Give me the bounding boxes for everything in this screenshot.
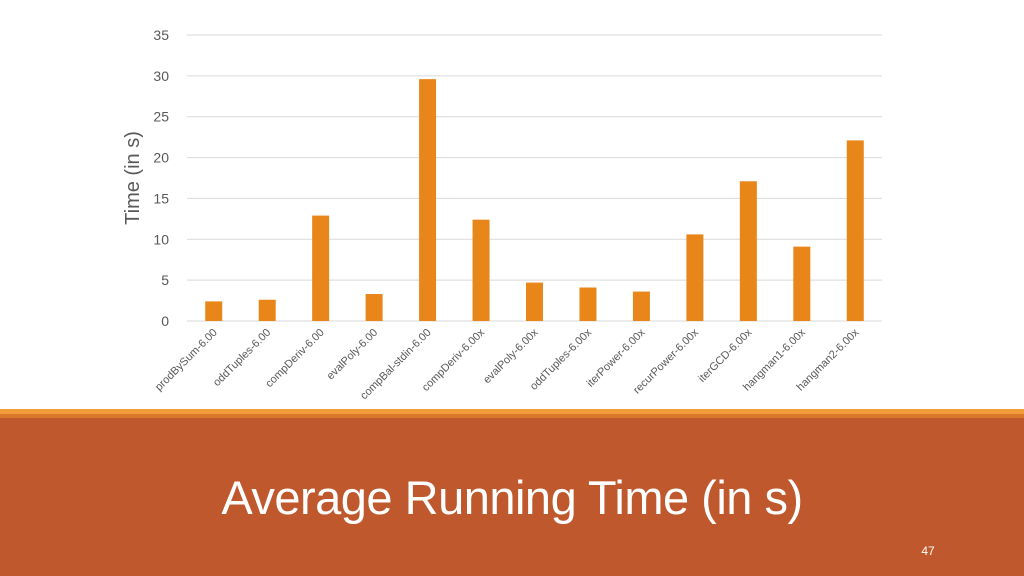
y-tick-label: 5 <box>161 272 169 288</box>
y-tick-label: 30 <box>153 68 169 84</box>
x-tick-label: iterGCD-6.00x <box>696 326 755 385</box>
chart-canvas: 0 5 10 15 20 25 30 35 Time (in s) prodBySum-6.00o… <box>122 27 882 402</box>
y-tick-label: 35 <box>153 27 169 43</box>
bar-oddtuples-6-00x <box>579 287 597 321</box>
bar-itergcd-6-00x <box>739 181 757 321</box>
bar-prodbysum-6-00 <box>205 301 223 321</box>
y-tick-label: 20 <box>153 150 169 166</box>
y-axis-label: Time (in s) <box>122 131 144 225</box>
slide-title: Average Running Time (in s) <box>221 471 803 524</box>
bar-chart: 0 5 10 15 20 25 30 35 Time (in s) prodBySum-6.00 o… <box>122 27 882 402</box>
x-tick-label: prodBySum-6.00 <box>153 327 220 394</box>
bar-oddtuples-6-00 <box>258 299 276 321</box>
accent-stripe-light <box>0 409 1024 414</box>
bar-recurpower-6-00x <box>686 234 704 321</box>
bar-evalpoly-6-00 <box>365 294 383 321</box>
bar-hangman2-6-00x <box>846 140 864 321</box>
bar-compderiv-6-00 <box>312 215 330 321</box>
bar-iterpower-6-00x <box>632 291 650 321</box>
title-band <box>0 418 1024 576</box>
x-tick-label: evalPoly-6.00x <box>481 326 541 386</box>
y-tick-label: 25 <box>153 109 169 125</box>
accent-stripe-dark <box>0 414 1024 418</box>
x-tick-label: evalPoly-6.00 <box>325 327 381 383</box>
slide-number: 47 <box>921 544 935 558</box>
y-tick-label: 0 <box>161 313 169 329</box>
x-tick-label: oddTuples-6.00 <box>211 327 273 389</box>
x-tick-label: compDeriv-6.00 <box>263 327 326 390</box>
bar-compderiv-6-00x <box>472 219 490 321</box>
bar-evalpoly-6-00x <box>526 282 543 321</box>
y-tick-label: 10 <box>153 231 169 247</box>
bar-compbal-stdin-6-00 <box>419 79 437 321</box>
y-tick-label: 15 <box>153 190 169 206</box>
bar-hangman1-6-00x <box>793 246 811 321</box>
